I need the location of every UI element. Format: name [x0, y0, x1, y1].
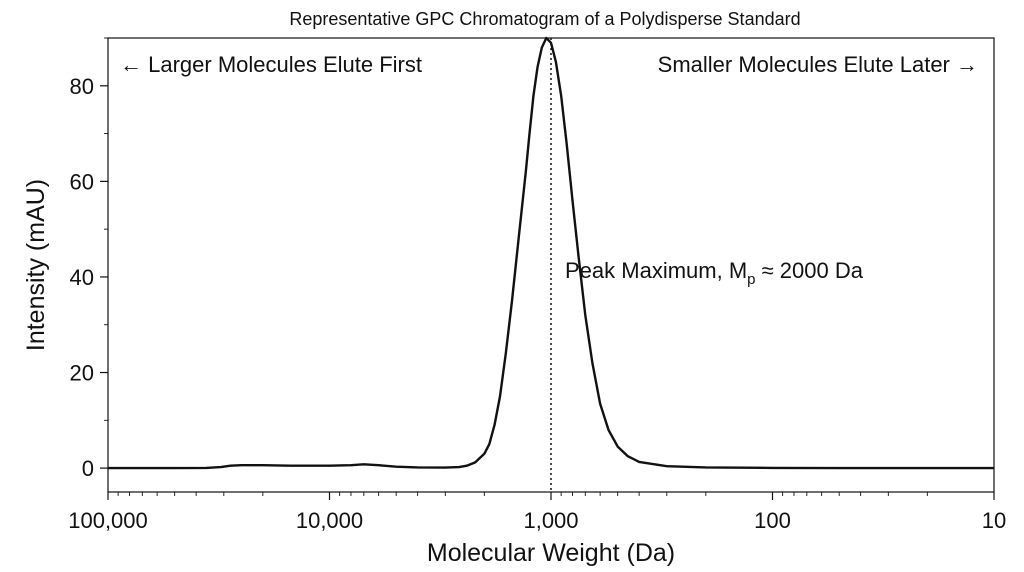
peak-label-subscript: p — [747, 271, 755, 288]
x-tick-label: 100,000 — [68, 508, 148, 533]
annotation-larger-molecules: ← Larger Molecules Elute First — [120, 52, 422, 77]
peak-label-main: Peak Maximum, M — [565, 258, 747, 283]
series-line-chromatogram — [108, 36, 994, 470]
annotation-smaller-molecules: Smaller Molecules Elute Later → — [658, 52, 978, 77]
x-axis-ticks: 100,000 10,000 1,000 100 10 — [68, 492, 1006, 533]
peak-label-value: ≈ 2000 Da — [756, 258, 864, 283]
y-axis-ticks: 0 20 40 60 80 — [70, 74, 108, 481]
x-tick-label: 10,000 — [296, 508, 363, 533]
x-tick-label: 10 — [982, 508, 1006, 533]
chart-title: Representative GPC Chromatogram of a Pol… — [289, 9, 800, 29]
y-tick-label: 80 — [70, 74, 94, 99]
y-tick-label: 40 — [70, 265, 94, 290]
y-tick-label: 0 — [82, 456, 94, 481]
x-axis-label: Molecular Weight (Da) — [427, 539, 675, 567]
y-tick-label: 60 — [70, 169, 94, 194]
y-axis-label: Intensity (mAU) — [22, 179, 50, 351]
annotation-peak-maximum: Peak Maximum, Mp ≈ 2000 Da — [565, 258, 864, 288]
x-tick-label: 1,000 — [523, 508, 578, 533]
y-tick-label: 20 — [70, 361, 94, 386]
x-tick-label: 100 — [754, 508, 791, 533]
x-minor-ticks — [117, 492, 928, 496]
y-minor-ticks — [104, 37, 108, 421]
